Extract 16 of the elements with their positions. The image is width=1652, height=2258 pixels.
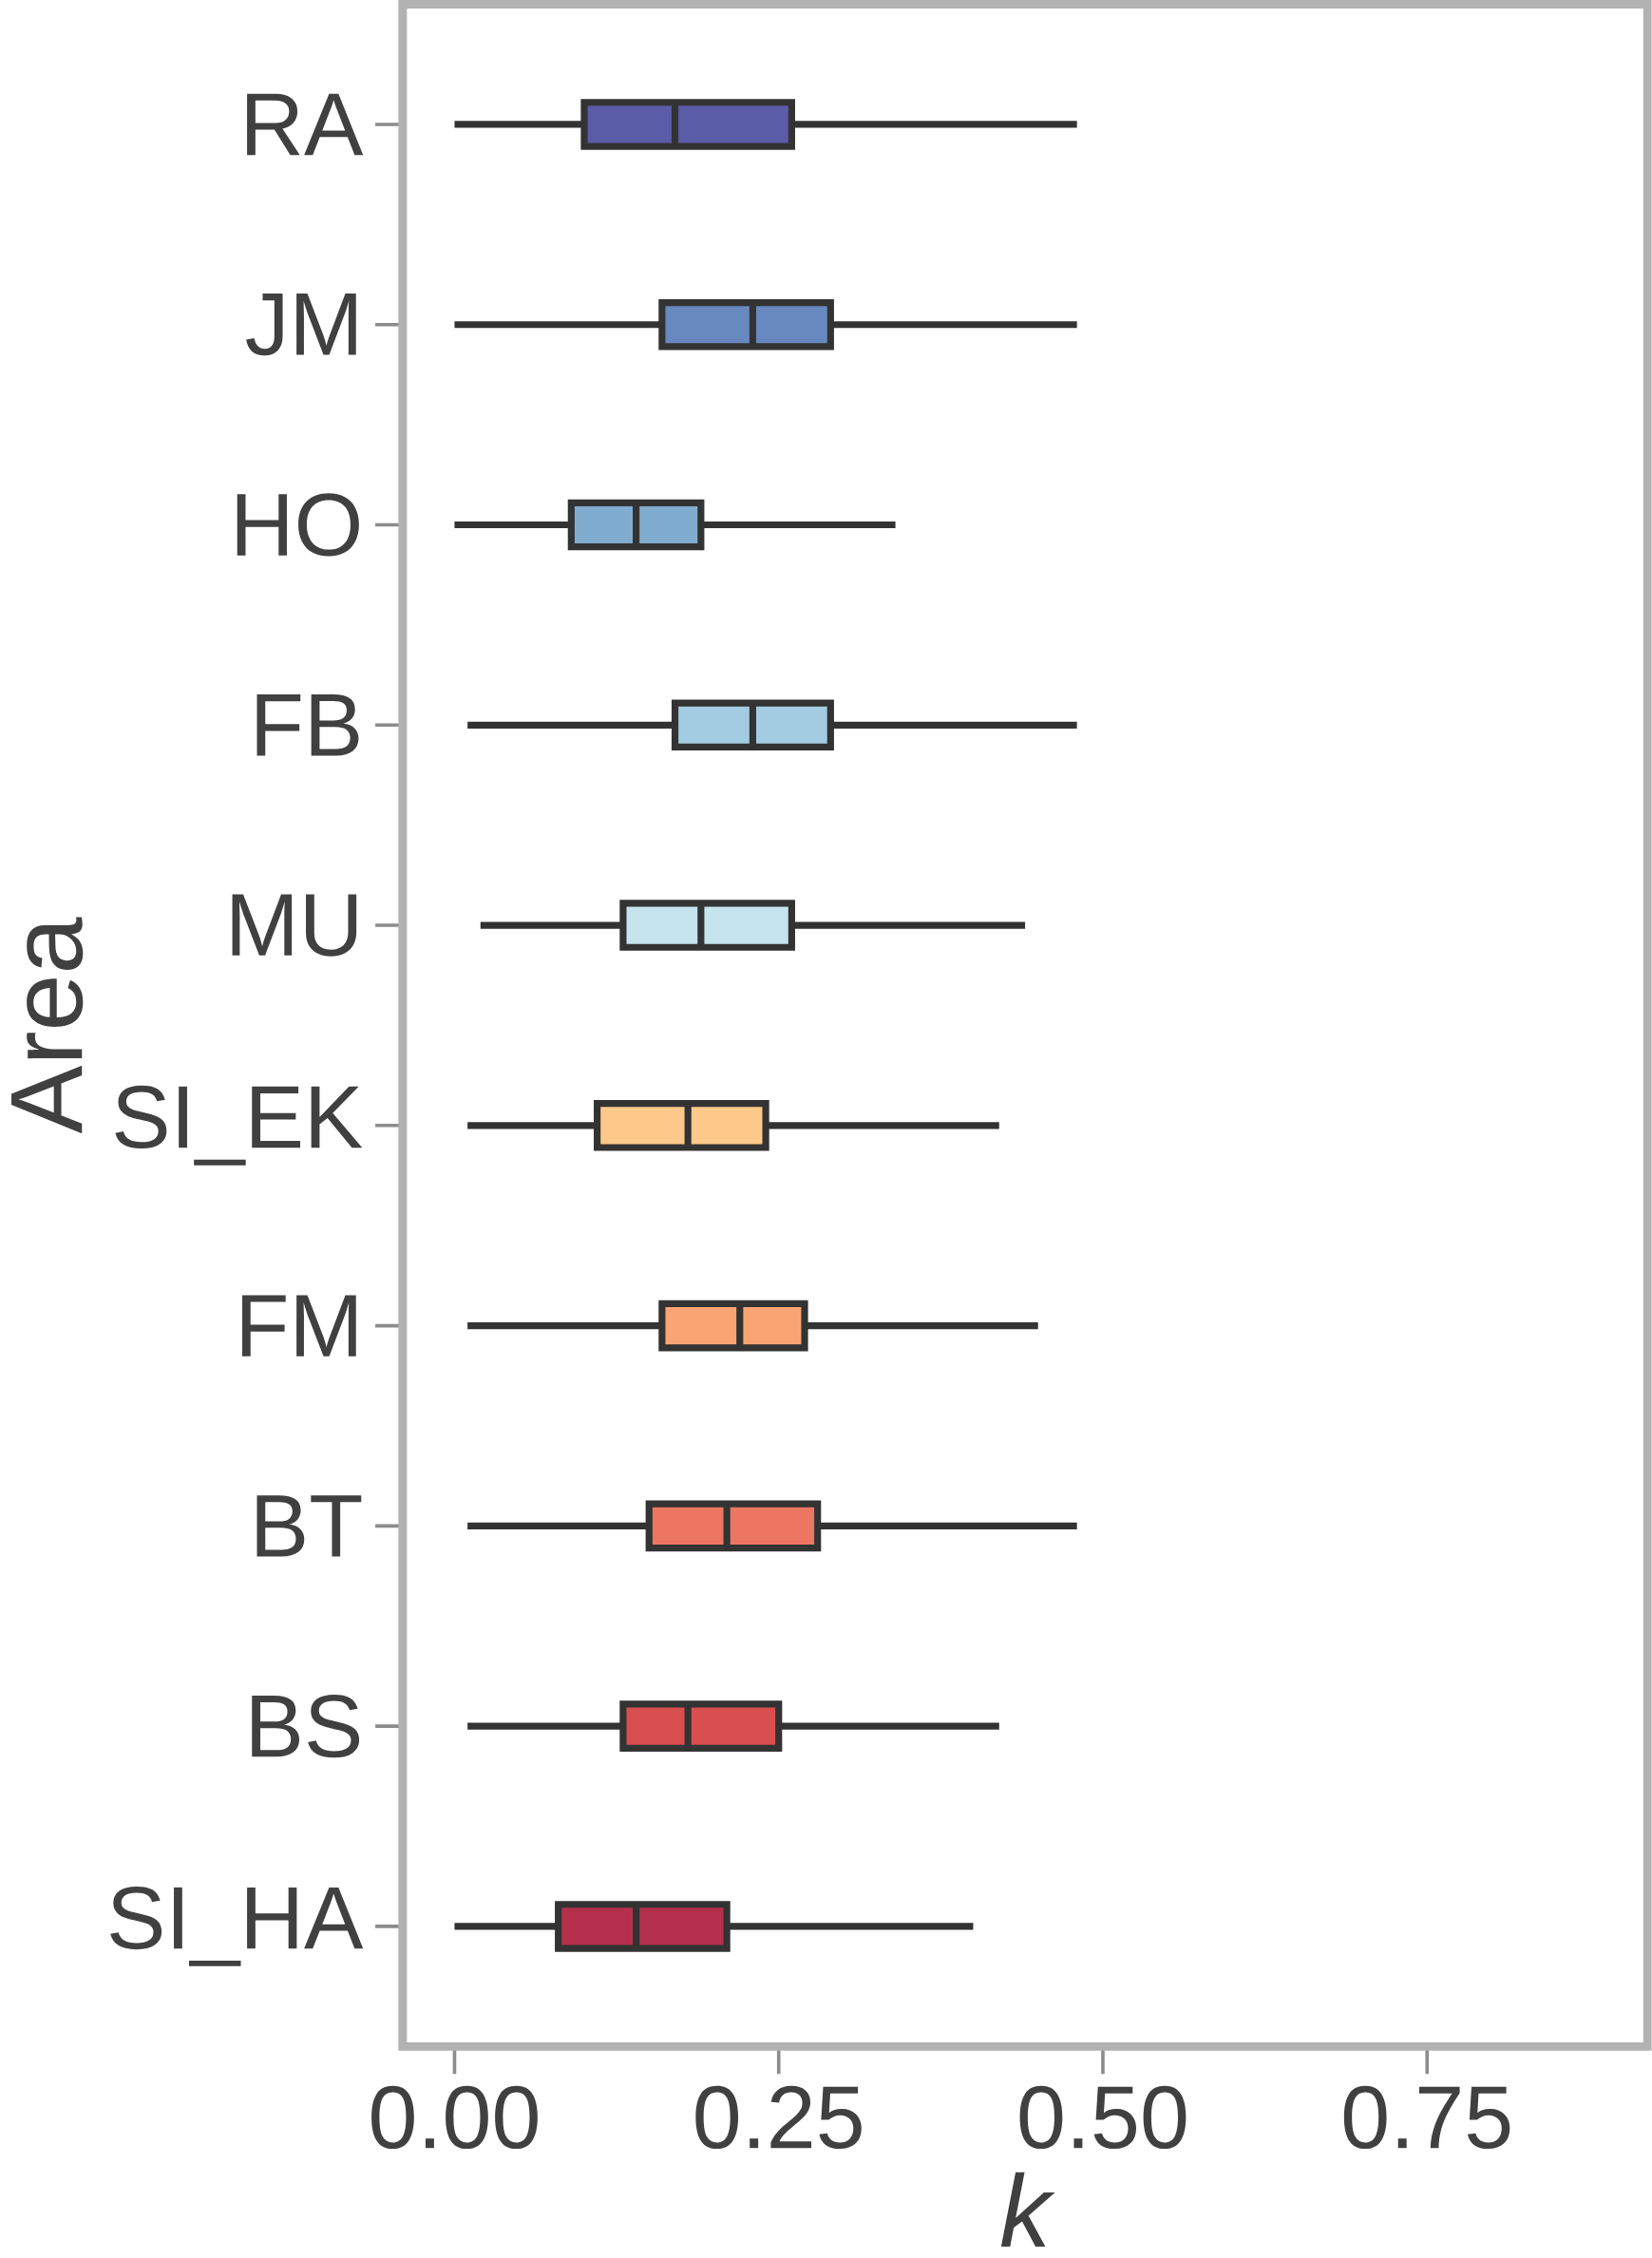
x-tick-label: 0.75 <box>1343 2085 1510 2150</box>
y-tick-label: BS <box>252 1695 360 1758</box>
y-tick-label: RA <box>247 93 364 156</box>
x-tick-label: 0.00 <box>371 2085 538 2150</box>
x-tick-label: 0.25 <box>695 2085 862 2150</box>
y-tick-label: FM <box>242 1295 356 1357</box>
y-tick-label: BT <box>256 1495 362 1557</box>
y-tick-label: SI_HA <box>110 1886 364 1966</box>
y-tick-label: SI_EK <box>115 1085 363 1166</box>
y-tick-label: FB <box>256 694 359 756</box>
y-axis-title: Area <box>11 917 84 1134</box>
y-tick-label: HO <box>237 493 359 557</box>
x-axis-title: k <box>1001 2172 1055 2248</box>
x-tick-label: 0.50 <box>1019 2085 1187 2150</box>
y-tick-label: JM <box>246 294 356 356</box>
y-tick-label: MU <box>232 894 357 957</box>
